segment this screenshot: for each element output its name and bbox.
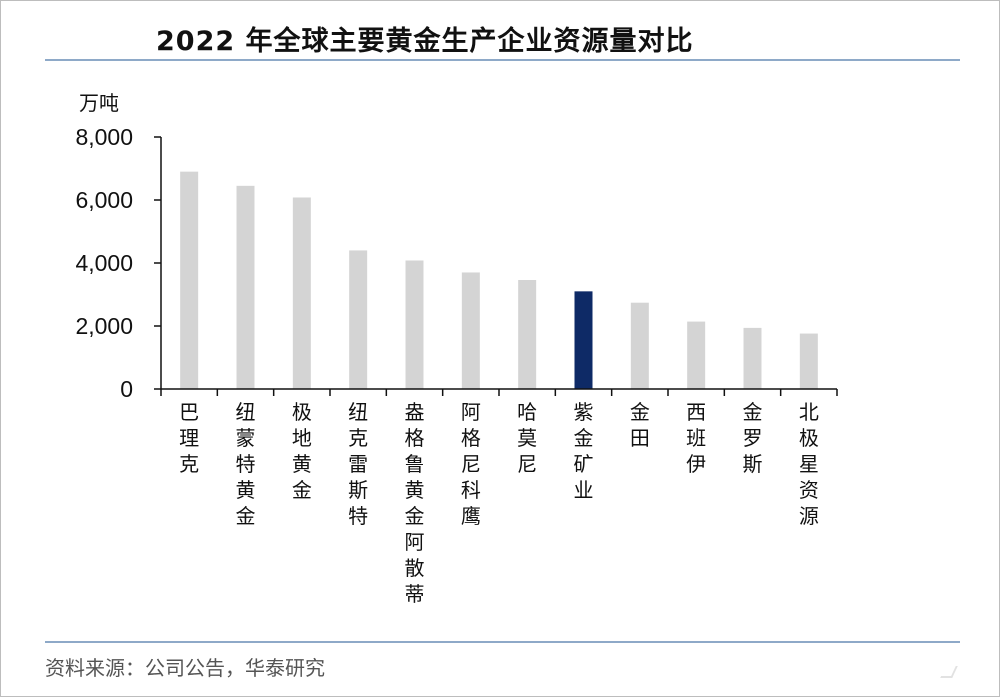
- x-tick-label: 金田: [630, 400, 650, 450]
- x-tick-label: 巴理克: [179, 400, 199, 476]
- y-tick-label: 2,000: [75, 313, 133, 339]
- chart-title: 2022 年全球主要黄金生产企业资源量对比: [156, 26, 694, 57]
- x-tick-label: 北极星资源: [799, 400, 819, 528]
- x-tick-label: 盎格鲁黄金阿散蒂: [405, 400, 425, 606]
- x-tick-label: 紫金矿业: [574, 400, 594, 502]
- bar: [349, 250, 368, 389]
- x-tick-label: 纽克雷斯特: [348, 400, 368, 528]
- y-tick-label: 8,000: [75, 124, 133, 150]
- bar: [236, 185, 255, 389]
- source-note: 资料来源：公司公告，华泰研究: [45, 656, 325, 680]
- y-tick-label: 4,000: [75, 250, 133, 276]
- bar: [743, 327, 762, 389]
- y-axis-unit-label: 万吨: [79, 91, 119, 115]
- bar: [292, 197, 311, 389]
- bar: [574, 291, 593, 389]
- bar: [630, 302, 649, 389]
- bar: [405, 260, 424, 389]
- corner-mark: [940, 666, 958, 678]
- x-tick-label: 纽蒙特黄金: [236, 400, 256, 528]
- title-rule: [45, 59, 960, 61]
- x-tick-label: 哈莫尼: [517, 400, 537, 476]
- x-tick-label: 金罗斯: [743, 400, 763, 476]
- x-tick-label: 阿格尼科鹰: [461, 400, 481, 528]
- bar-chart: 0 2,000 4,000 6,000 8,000 巴理克 纽蒙特黄金 极地黄金 纽克雷斯特 盎格…: [75, 124, 838, 606]
- x-tick-label: 西班伊: [686, 400, 706, 476]
- x-tick-label: 极地黄金: [292, 400, 312, 502]
- bar: [461, 272, 480, 389]
- bar: [799, 333, 818, 389]
- bar: [687, 321, 706, 389]
- source-rule: [45, 641, 960, 643]
- bar: [518, 280, 537, 389]
- y-tick-label: 6,000: [75, 187, 133, 213]
- bar: [180, 171, 199, 389]
- y-tick-label: 0: [120, 376, 133, 402]
